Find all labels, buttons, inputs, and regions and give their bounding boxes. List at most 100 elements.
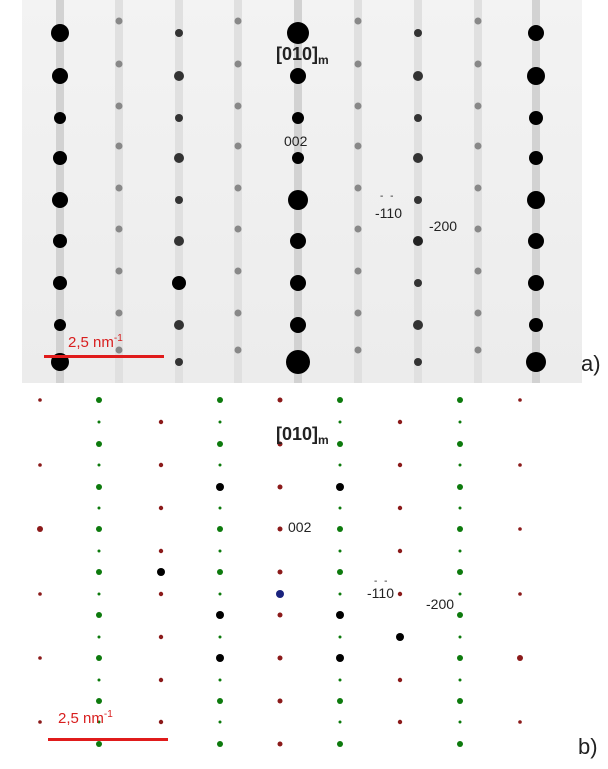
diffraction-spot (354, 225, 362, 233)
diffraction-spot (414, 29, 422, 37)
simulated-spot (217, 526, 223, 532)
simulated-spot (38, 720, 42, 724)
simulated-spot (216, 611, 224, 619)
simulated-spot (397, 419, 403, 425)
simulated-spot (338, 720, 342, 724)
diffraction-spot (528, 275, 544, 291)
label-minus-110: -110 (375, 205, 402, 221)
diffraction-spot (234, 102, 242, 110)
diffraction-spot (413, 71, 423, 81)
diffraction-spot (474, 225, 482, 233)
diffraction-spot (175, 196, 183, 204)
simulated-spot (336, 654, 344, 662)
diffraction-spot (115, 60, 123, 68)
scale-bar (44, 355, 164, 358)
simulated-spot (158, 548, 164, 554)
simulated-pattern-panel: [010]m 002 - - -110 -200 2,5 nm-1 (22, 390, 582, 765)
scale-label-b: 2,5 nm-1 (58, 709, 113, 727)
simulated-spot (458, 549, 462, 553)
streak (414, 0, 422, 383)
simulated-spot (457, 612, 463, 618)
diffraction-spot (474, 267, 482, 275)
simulated-spot (457, 655, 463, 661)
simulated-spot (37, 526, 43, 532)
simulated-spot (518, 592, 522, 596)
simulated-spot (338, 549, 342, 553)
simulated-spot (277, 569, 283, 575)
simulated-spot (277, 741, 283, 747)
diffraction-spot (115, 102, 123, 110)
diffraction-spot (174, 71, 184, 81)
simulated-spot (276, 590, 284, 598)
diffraction-spot (234, 346, 242, 354)
diffraction-spot (528, 233, 544, 249)
diffraction-spot (115, 142, 123, 150)
simulated-spot (96, 612, 102, 618)
simulated-spot (458, 592, 462, 596)
simulated-spot (337, 698, 343, 704)
simulated-spot (397, 677, 403, 683)
diffraction-spot (286, 350, 310, 374)
simulated-spot (458, 506, 462, 510)
simulated-spot (38, 398, 42, 402)
simulated-spot (336, 483, 344, 491)
diffraction-spot (51, 24, 69, 42)
simulated-spot (96, 397, 102, 403)
diffraction-spot (413, 320, 423, 330)
simulated-spot (518, 463, 522, 467)
simulated-spot (518, 720, 522, 724)
experimental-spots (51, 0, 546, 383)
diffraction-spot (474, 17, 482, 25)
diffraction-spot (354, 102, 362, 110)
label-002: 002 (284, 133, 308, 149)
diffraction-spot (354, 60, 362, 68)
simulated-spot (457, 484, 463, 490)
streak (56, 0, 64, 383)
simulated-spot (457, 698, 463, 704)
diffraction-spot (474, 309, 482, 317)
diffraction-spot (234, 17, 242, 25)
simulated-spot (217, 441, 223, 447)
diffraction-spot (292, 112, 304, 124)
simulated-spot (158, 634, 164, 640)
simulated-spot (97, 635, 101, 639)
simulated-spot (337, 526, 343, 532)
diffraction-spot (414, 279, 422, 287)
diffraction-spot (474, 102, 482, 110)
simulated-spot (396, 633, 404, 641)
simulated-spot (338, 463, 342, 467)
simulated-spot (97, 592, 101, 596)
simulated-spot (218, 463, 222, 467)
simulated-spot (338, 592, 342, 596)
simulated-spot (336, 611, 344, 619)
overline-marks: - - (380, 191, 396, 202)
label-minus-200-b: -200 (426, 596, 455, 612)
diffraction-spot (53, 276, 67, 290)
diffraction-spot (474, 184, 482, 192)
simulated-spot (216, 654, 224, 662)
simulated-spot (158, 591, 164, 597)
diffraction-spot (414, 196, 422, 204)
diffraction-spot (52, 68, 68, 84)
zone-axis-label-b: [010]m (276, 424, 329, 448)
simulated-spot (217, 741, 223, 747)
simulated-spot (458, 678, 462, 682)
simulated-spot (218, 592, 222, 596)
zone-axis-label: [010]m (276, 44, 329, 68)
diffraction-spot (174, 153, 184, 163)
simulated-spot (397, 719, 403, 725)
simulated-spot (457, 569, 463, 575)
simulated-spot (337, 741, 343, 747)
diffraction-spot (174, 236, 184, 246)
simulated-spot (158, 505, 164, 511)
simulated-spot (277, 441, 283, 447)
label-002-b: 002 (288, 519, 312, 535)
diffraction-spot (234, 267, 242, 275)
diffraction-spot (354, 346, 362, 354)
simulated-spot (458, 635, 462, 639)
diffraction-spot (354, 309, 362, 317)
simulated-spot (218, 420, 222, 424)
diffraction-spot (54, 319, 66, 331)
simulated-spot (158, 419, 164, 425)
